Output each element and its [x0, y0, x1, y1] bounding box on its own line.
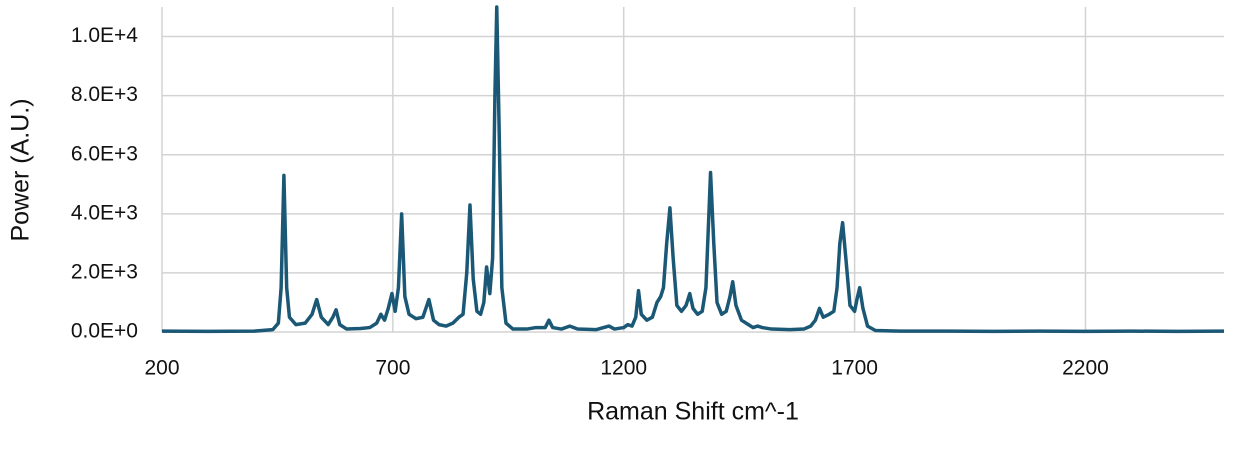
y-tick-label: 1.0E+4: [71, 24, 138, 47]
x-tick-label: 200: [144, 357, 179, 380]
x-tick-label: 1700: [831, 357, 878, 380]
y-tick-label: 4.0E+3: [71, 201, 138, 224]
y-tick-label: 0.0E+0: [71, 320, 138, 343]
x-tick-label: 2200: [1062, 357, 1109, 380]
y-tick-label: 6.0E+3: [71, 142, 138, 165]
x-axis-title: Raman Shift cm^-1: [587, 398, 799, 426]
x-tick-label: 1200: [600, 357, 647, 380]
x-tick-label: 700: [375, 357, 410, 380]
y-axis-title: Power (A.U.): [7, 98, 35, 241]
spectrum-line: [161, 5, 1225, 334]
y-tick-label: 8.0E+3: [71, 83, 138, 106]
y-tick-label: 2.0E+3: [71, 260, 138, 283]
